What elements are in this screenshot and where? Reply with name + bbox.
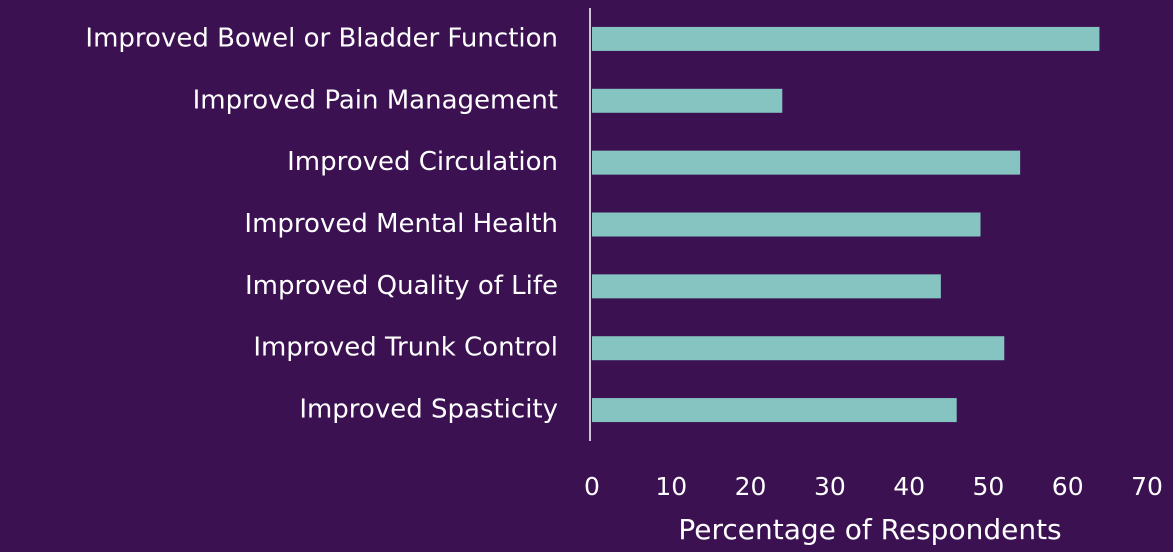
bar — [592, 150, 1021, 175]
x-tick-label: 10 — [655, 472, 687, 501]
x-tick-label: 20 — [735, 472, 767, 501]
x-tick-label: 0 — [584, 472, 600, 501]
bar — [592, 274, 941, 299]
bar — [592, 398, 957, 423]
y-tick-label: Improved Spasticity — [299, 395, 558, 425]
x-tick-label: 70 — [1131, 472, 1163, 501]
y-tick-label: Improved Circulation — [287, 147, 558, 177]
y-tick-label: Improved Quality of Life — [245, 271, 558, 301]
x-tick-label: 40 — [893, 472, 925, 501]
bar — [592, 336, 1005, 361]
bar — [592, 26, 1100, 51]
x-axis-title: Percentage of Respondents — [678, 513, 1061, 546]
bar — [592, 212, 981, 237]
y-tick-label: Improved Mental Health — [244, 209, 558, 239]
bar — [592, 88, 783, 113]
y-tick-label: Improved Bowel or Bladder Function — [85, 23, 558, 53]
y-tick-label: Improved Trunk Control — [253, 333, 558, 363]
x-tick-label: 60 — [1052, 472, 1084, 501]
x-tick-label: 30 — [814, 472, 846, 501]
x-tick-label: 50 — [973, 472, 1005, 501]
y-tick-label: Improved Pain Management — [193, 85, 558, 115]
